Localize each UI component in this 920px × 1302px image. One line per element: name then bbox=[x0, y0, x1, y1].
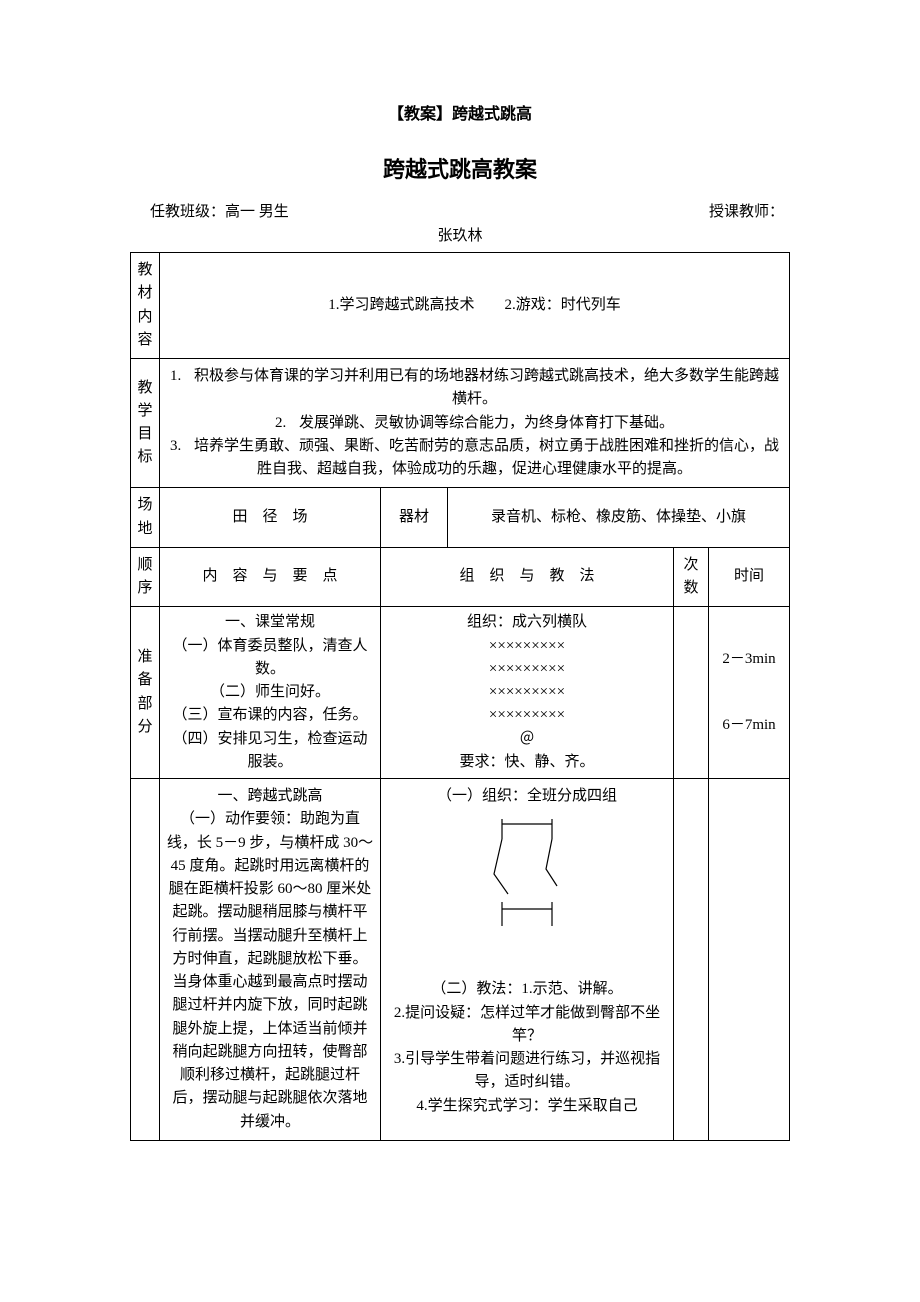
prep-org-req: 要求：快、静、齐。 bbox=[387, 751, 667, 774]
prep-time-2: 6－7min bbox=[715, 714, 783, 737]
prep-line-4: （四）安排见习生，检查运动服装。 bbox=[166, 728, 374, 775]
main-org: （一）组织：全班分成四组 （二）教法：1.示范、讲解。 2.提问设疑：怎样过竿才 bbox=[381, 779, 674, 1141]
main-label bbox=[131, 779, 160, 1141]
seq-header: 顺序 bbox=[131, 547, 160, 607]
goal-text-1: 积极参与体育课的学习并利用已有的场地器材练习跨越式跳高技术，绝大多数学生能跨越横… bbox=[194, 368, 779, 407]
prep-line-1: （一）体育委员整队，清查人数。 bbox=[166, 635, 374, 682]
main-time bbox=[709, 779, 790, 1141]
goal-num-3: 3. bbox=[170, 435, 194, 458]
prep-count bbox=[674, 607, 709, 779]
document-title: 跨越式跳高教案 bbox=[130, 152, 790, 184]
teacher-label: 授课教师： bbox=[709, 200, 784, 224]
prep-org-title: 组织：成六列横队 bbox=[387, 611, 667, 634]
org-header: 组 织 与 教 法 bbox=[381, 547, 674, 607]
main-org-line-2: 2.提问设疑：怎样过竿才能做到臀部不坐竿？ bbox=[387, 1002, 667, 1049]
prep-org-row-2: ××××××××× bbox=[387, 658, 667, 681]
teacher-name: 张玖林 bbox=[437, 228, 482, 244]
lesson-plan-table: 教材内容 1.学习跨越式跳高技术 2.游戏：时代列车 教学目标 1.积极参与体育… bbox=[130, 252, 790, 1141]
prep-content-title: 一、课堂常规 bbox=[166, 611, 374, 634]
formation-diagram-icon bbox=[472, 814, 582, 964]
venue-label: 场地 bbox=[131, 488, 160, 548]
prep-label: 准备部分 bbox=[131, 607, 160, 779]
main-content-body: （一）动作要领：助跑为直线，长 5－9 步，与横杆成 30～45 度角。起跳时用… bbox=[167, 811, 373, 1129]
main-content-title: 一、跨越式跳高 bbox=[166, 785, 374, 808]
main-org-line-4: 4.学生探究式学习：学生采取自己 bbox=[387, 1095, 667, 1118]
document-header: 【教案】跨越式跳高 bbox=[130, 100, 790, 124]
prep-line-2: （二）师生问好。 bbox=[166, 681, 374, 704]
main-org-line-3: 3.引导学生带着问题进行练习，并巡视指导，适时纠错。 bbox=[387, 1048, 667, 1095]
prep-time: 2－3min 6－7min bbox=[709, 607, 790, 779]
prep-time-1: 2－3min bbox=[715, 648, 783, 671]
prep-line-3: （三）宣布课的内容，任务。 bbox=[166, 704, 374, 727]
main-org-title: （一）组织：全班分成四组 bbox=[387, 785, 667, 808]
class-label: 任教班级：高一 男生 bbox=[150, 200, 289, 224]
prep-org-row-3: ××××××××× bbox=[387, 681, 667, 704]
prep-org-row-5: ＠ bbox=[387, 728, 667, 751]
main-count bbox=[674, 779, 709, 1141]
goal-cell: 1.积极参与体育课的学习并利用已有的场地器材练习跨越式跳高技术，绝大多数学生能跨… bbox=[160, 359, 790, 488]
goal-text-3: 培养学生勇敢、顽强、果断、吃苦耐劳的意志品质，树立勇于战胜困难和挫折的信心，战胜… bbox=[194, 438, 779, 477]
goal-label: 教学目标 bbox=[131, 359, 160, 488]
prep-content: 一、课堂常规 （一）体育委员整队，清查人数。 （二）师生问好。 （三）宣布课的内… bbox=[160, 607, 381, 779]
goal-num-2: 2. bbox=[275, 412, 299, 435]
count-header: 次数 bbox=[674, 547, 709, 607]
byline: 任教班级：高一 男生 授课教师： 张玖林 bbox=[130, 200, 790, 248]
prep-org: 组织：成六列横队 ××××××××× ××××××××× ××××××××× ×… bbox=[381, 607, 674, 779]
prep-org-row-4: ××××××××× bbox=[387, 704, 667, 727]
material-label: 教材内容 bbox=[131, 253, 160, 359]
material-value: 1.学习跨越式跳高技术 2.游戏：时代列车 bbox=[160, 253, 790, 359]
main-org-line-1: （二）教法：1.示范、讲解。 bbox=[387, 978, 667, 1001]
content-header: 内 容 与 要 点 bbox=[160, 547, 381, 607]
main-content: 一、跨越式跳高 （一）动作要领：助跑为直线，长 5－9 步，与横杆成 30～45… bbox=[160, 779, 381, 1141]
equip-label: 器材 bbox=[381, 488, 448, 548]
venue-value: 田 径 场 bbox=[160, 488, 381, 548]
prep-org-row-1: ××××××××× bbox=[387, 635, 667, 658]
goal-text-2: 发展弹跳、灵敏协调等综合能力，为终身体育打下基础。 bbox=[299, 415, 674, 431]
time-header: 时间 bbox=[709, 547, 790, 607]
goal-num-1: 1. bbox=[170, 365, 194, 388]
equip-value: 录音机、标枪、橡皮筋、体操垫、小旗 bbox=[448, 488, 790, 548]
